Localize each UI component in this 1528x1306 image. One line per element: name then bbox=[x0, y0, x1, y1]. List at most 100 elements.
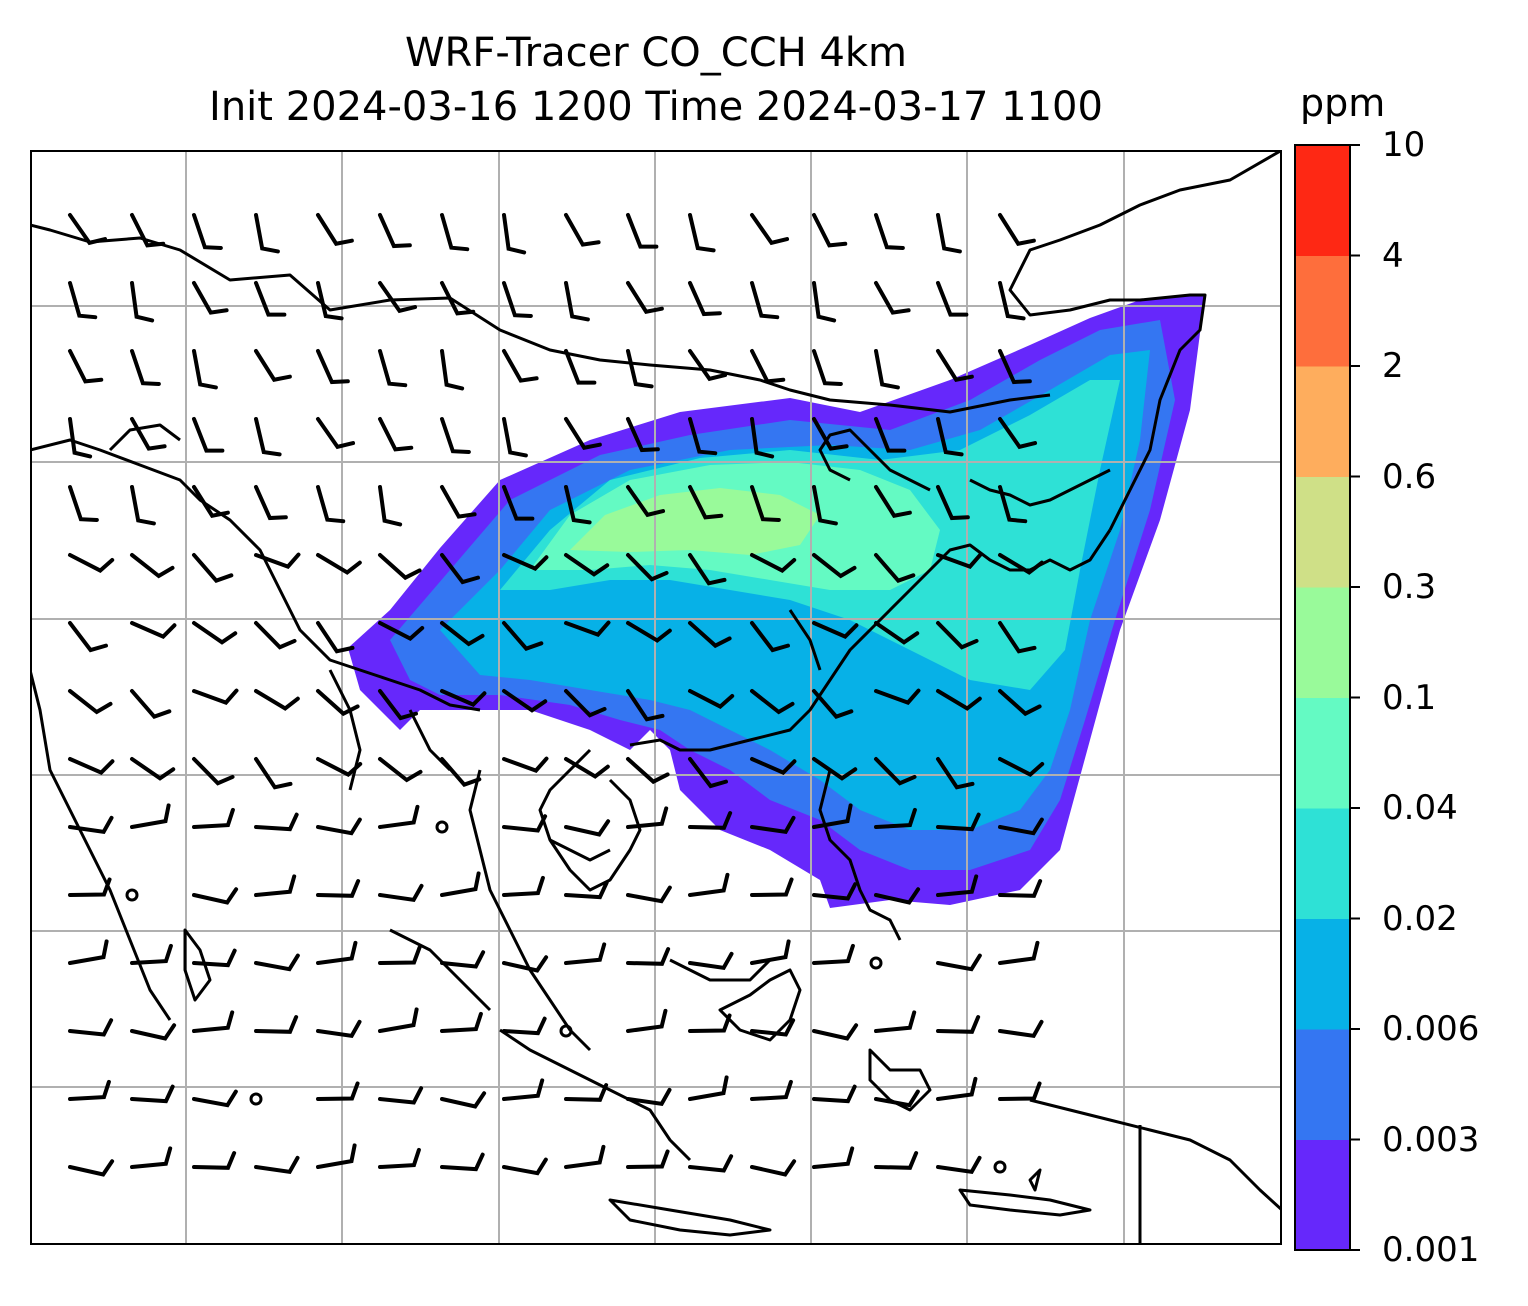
map-panel bbox=[30, 150, 1282, 1245]
colorbar-segment bbox=[1295, 587, 1350, 698]
wind-barb bbox=[750, 349, 786, 384]
wind-barb bbox=[936, 281, 969, 317]
wind-barb bbox=[254, 417, 282, 457]
colorbar-tick-label: 2 bbox=[1382, 346, 1404, 386]
wind-barb bbox=[750, 1159, 797, 1177]
wind-barb bbox=[316, 757, 363, 777]
wind-barb bbox=[812, 1023, 859, 1041]
wind-barb bbox=[626, 1087, 672, 1107]
chart-title-line1: WRF-Tracer CO_CCH 4km bbox=[404, 30, 908, 76]
wind-barb bbox=[254, 812, 299, 832]
colorbar-tick-label: 0.003 bbox=[1382, 1119, 1480, 1160]
wind-barb bbox=[812, 943, 855, 965]
wind-barb bbox=[440, 871, 481, 897]
wind-barb bbox=[564, 417, 602, 450]
wind-barb bbox=[750, 757, 797, 776]
wind-barb bbox=[812, 689, 854, 720]
wind-barb bbox=[316, 213, 354, 246]
wind-barb bbox=[440, 689, 487, 708]
wind-barb bbox=[626, 485, 666, 518]
wind-barb bbox=[626, 689, 665, 722]
wind-barb bbox=[688, 485, 724, 520]
wind-barb bbox=[254, 281, 287, 317]
wind-barb bbox=[192, 349, 218, 390]
wind-barb bbox=[68, 689, 113, 715]
wind-barb bbox=[998, 879, 1043, 898]
wind-barb bbox=[316, 621, 355, 654]
wind-barb-calm bbox=[559, 1024, 573, 1038]
wind-barb bbox=[626, 947, 671, 966]
wind-barb bbox=[440, 757, 482, 788]
wind-barb bbox=[936, 417, 964, 457]
wind-barb bbox=[316, 281, 344, 321]
wind-barb bbox=[502, 1157, 548, 1176]
wind-barb bbox=[130, 213, 166, 248]
wind-barb bbox=[626, 757, 670, 785]
wind-barb bbox=[502, 621, 544, 652]
wind-barb bbox=[936, 757, 975, 790]
wind-barb bbox=[68, 757, 115, 776]
wind-barb bbox=[68, 213, 108, 246]
wind-barb bbox=[68, 877, 112, 897]
wind-barb bbox=[626, 1149, 670, 1169]
wind-barb bbox=[254, 953, 300, 972]
wind-barb bbox=[192, 688, 239, 705]
wind-barb bbox=[998, 485, 1028, 524]
wind-barb bbox=[688, 757, 728, 789]
wind-barb bbox=[378, 883, 424, 903]
map-border bbox=[30, 150, 1282, 1245]
wind-barb bbox=[192, 1089, 238, 1108]
wind-barb bbox=[874, 1151, 919, 1170]
wind-barb bbox=[750, 281, 780, 320]
colorbar-segment bbox=[1295, 1029, 1350, 1140]
wind-barb bbox=[440, 417, 471, 454]
colorbar-tick-label: 4 bbox=[1382, 235, 1404, 276]
wind-barb bbox=[316, 879, 361, 898]
wind-barb bbox=[750, 939, 791, 965]
colorbar-segment bbox=[1295, 255, 1350, 367]
wind-barb-calm bbox=[249, 1092, 263, 1106]
colorbar-tick-label: 0.001 bbox=[1382, 1230, 1480, 1270]
wind-barb bbox=[502, 955, 549, 973]
wind-barb bbox=[440, 281, 476, 316]
wind-barb bbox=[68, 621, 108, 653]
wind-barb bbox=[502, 689, 548, 713]
wind-barb bbox=[750, 553, 797, 573]
wind-barb bbox=[688, 811, 733, 830]
wind-barb bbox=[502, 485, 535, 521]
wind-barb-calm bbox=[869, 956, 883, 970]
wind-barb bbox=[564, 485, 592, 525]
colorbar-unit-label: ppm bbox=[1300, 81, 1386, 125]
wind-barb bbox=[750, 689, 795, 715]
wind-barb bbox=[68, 815, 114, 835]
wind-barb bbox=[750, 815, 796, 835]
wind-barb bbox=[316, 485, 346, 524]
wind-barb bbox=[130, 1084, 175, 1104]
wind-barb bbox=[254, 757, 293, 790]
wind-barb bbox=[688, 1154, 734, 1173]
colorbar-segment bbox=[1295, 808, 1350, 919]
wind-barb bbox=[502, 756, 549, 773]
wind-barb bbox=[874, 1010, 917, 1033]
wind-barb bbox=[192, 417, 225, 453]
wind-barb bbox=[68, 349, 104, 384]
wind-barb bbox=[192, 887, 239, 905]
wind-barb bbox=[130, 1023, 177, 1041]
wind-barb bbox=[564, 349, 597, 385]
wind-barb bbox=[440, 553, 480, 585]
wind-barb bbox=[688, 417, 718, 456]
wind-barb bbox=[254, 1155, 300, 1175]
wind-barb bbox=[936, 485, 970, 521]
wind-barb bbox=[378, 757, 423, 783]
wind-barb bbox=[936, 349, 974, 382]
wind-barb bbox=[874, 807, 917, 829]
colorbar-segment bbox=[1295, 918, 1350, 1030]
wind-barb bbox=[564, 689, 607, 718]
wind-barb bbox=[502, 875, 545, 897]
wind-barb bbox=[316, 817, 362, 836]
chart-title-line2: Init 2024-03-16 1200 Time 2024-03-17 110… bbox=[209, 84, 1103, 130]
wind-barb bbox=[750, 485, 781, 522]
wind-barb bbox=[750, 621, 790, 653]
wind-barb bbox=[502, 213, 527, 255]
wind-barb bbox=[130, 281, 155, 323]
